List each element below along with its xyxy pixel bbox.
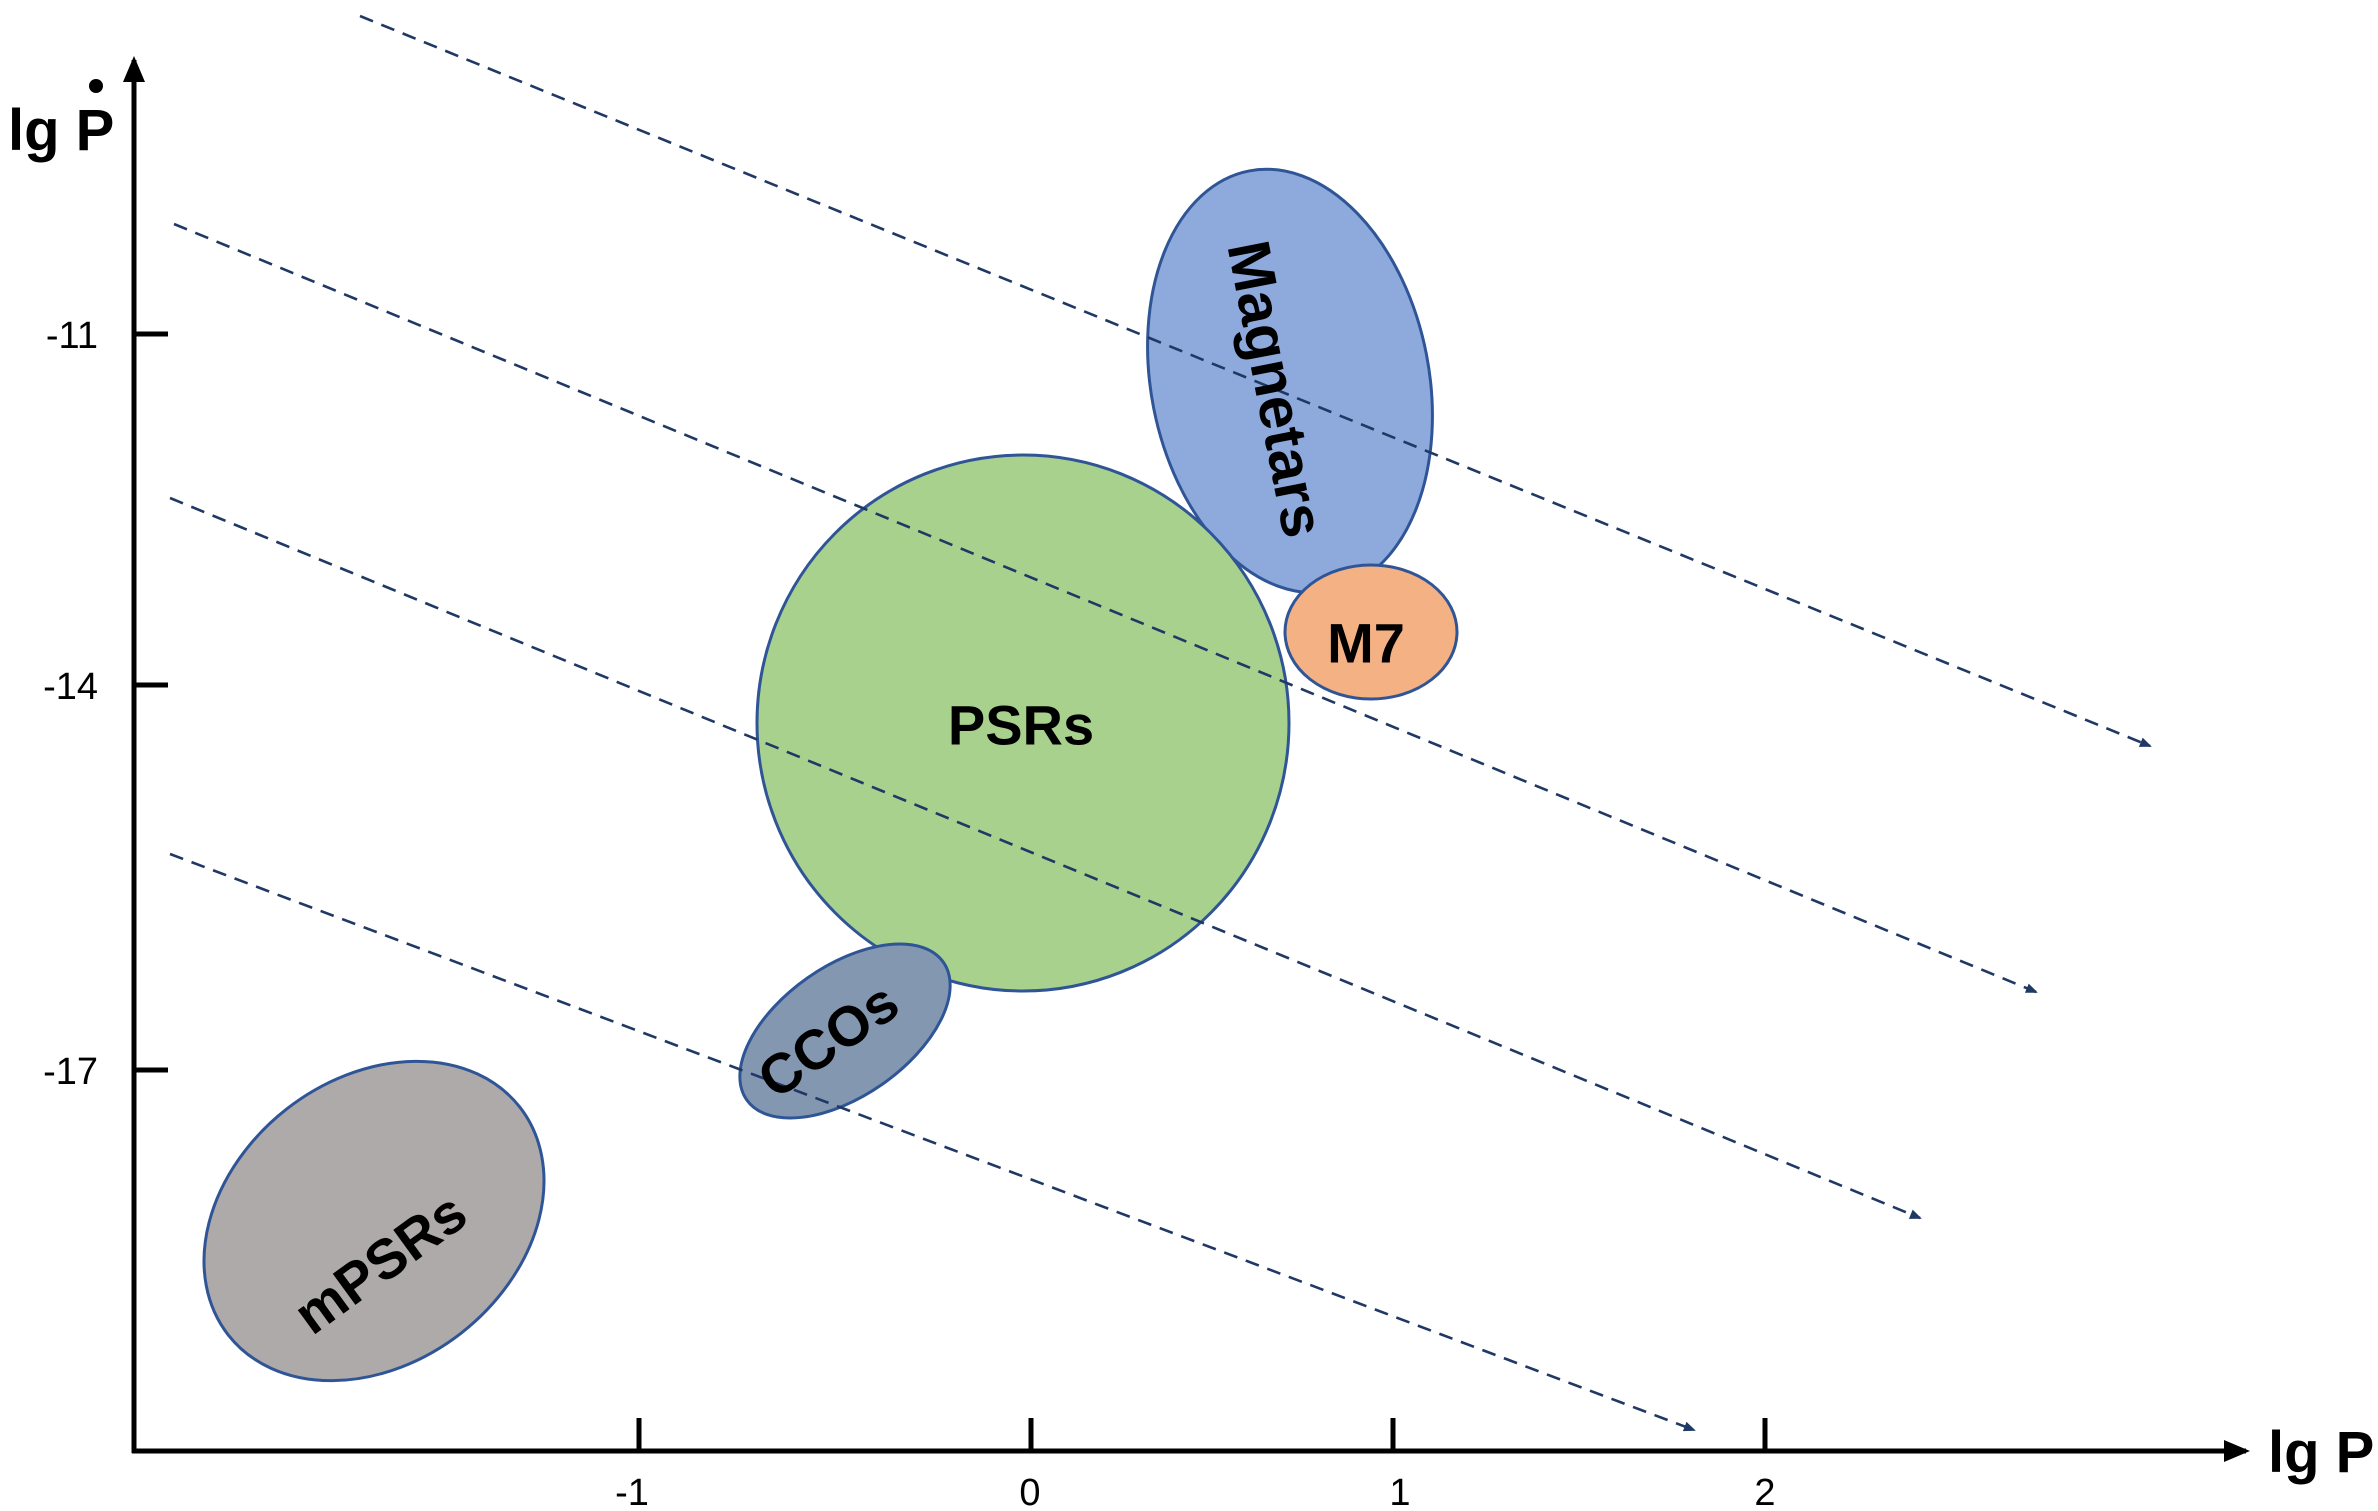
mpsrs-region	[202, 1059, 546, 1383]
psrs-label: PSRs	[948, 694, 1094, 757]
axes: -1 0 1 2 -11 -14 -17 lg P lg P	[8, 56, 2374, 1511]
trajectory-line-4	[169, 852, 1696, 1432]
m7-region	[1283, 563, 1459, 701]
y-axis-title: lg P	[8, 98, 114, 163]
x-axis-title: lg P	[2268, 1420, 2374, 1485]
trajectory-line-1	[359, 14, 2152, 748]
x-tick-label: 1	[1389, 1472, 1410, 1511]
trajectory-line-3	[169, 496, 1922, 1220]
y-tick-label: -17	[43, 1051, 98, 1093]
m7-label: M7	[1327, 612, 1405, 675]
y-tick-label: -11	[46, 315, 98, 357]
y-tick-label: -14	[43, 666, 98, 708]
regions-layer	[202, 167, 1459, 1383]
x-tick-label: -1	[615, 1472, 649, 1511]
x-tick-label: 2	[1754, 1472, 1775, 1511]
psrs-region	[755, 453, 1291, 993]
ccos-region	[738, 942, 952, 1120]
trajectories-layer	[169, 14, 2152, 1432]
x-tick-label: 0	[1019, 1472, 1040, 1511]
y-axis-title-dot	[89, 79, 103, 93]
trajectory-line-2	[173, 222, 2038, 994]
